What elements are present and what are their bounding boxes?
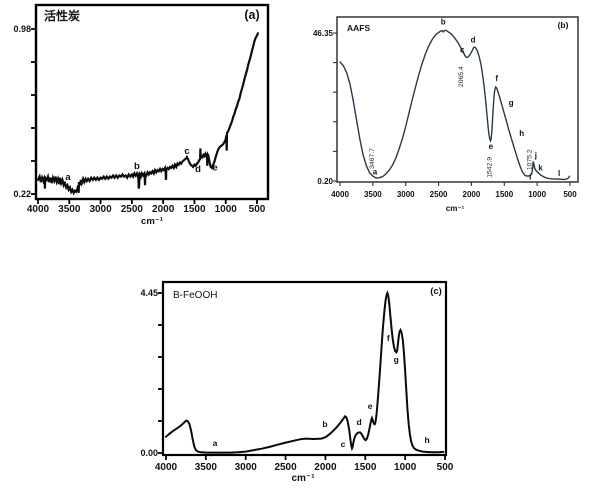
chart-a-peak-label-e: e: [212, 163, 217, 174]
chart-b-x-tick-label: 2500: [430, 190, 448, 199]
chart-b-peak-label-a: a: [373, 167, 378, 176]
chart-b-annotation: 1542.9: [486, 157, 493, 178]
chart-b-annotation: 1075.2: [527, 149, 534, 170]
chart-b-x-tick-label: 3500: [364, 190, 382, 199]
chart-c-peak-label-c: c: [341, 439, 346, 449]
chart-c-panel-label: (c): [430, 286, 442, 297]
chart-b-peak-label-e: e: [489, 142, 494, 151]
chart-a-title: 活性炭: [44, 8, 80, 23]
chart-b-peak-label-l: l: [558, 169, 560, 178]
chart-b-x-tick-label: 3000: [397, 190, 415, 199]
chart-b-peak-label-j: j: [534, 151, 537, 160]
chart-b-x-tick-label: 4000: [331, 190, 349, 199]
chart-c-peak-label-e: e: [368, 401, 373, 411]
chart-c-title: B-FeOOH: [173, 290, 217, 301]
chart-c-x-tick-label: 1000: [394, 462, 417, 473]
chart-c-x-tick-label: 2500: [274, 462, 297, 473]
chart-a-x-tick-label: 2500: [121, 204, 144, 215]
chart-c-x-tick-label: 3000: [235, 462, 258, 473]
chart-b: 4000 3500 3000 2500 2000 1500 1000 500 46.35 0.20…: [313, 16, 579, 213]
chart-b-x-axis-label: cm⁻¹: [446, 204, 465, 213]
chart-b-y-min-label: 0.20: [317, 177, 333, 186]
chart-a-spectrum-curve: [36, 32, 259, 196]
chart-c-spectrum-curve: [165, 290, 445, 454]
chart-a-x-tick-label: 1000: [215, 204, 238, 215]
chart-b-frame: [336, 16, 579, 183]
chart-b-peak-label-i: i: [529, 173, 531, 182]
chart-a-peak-label-d: d: [195, 164, 201, 175]
chart-b-y-max-label: 46.35: [313, 29, 334, 38]
chart-b-x-tick-label: 2000: [463, 190, 481, 199]
chart-b-annotation: 3467.7: [369, 148, 376, 169]
chart-b-peak-label-c: c: [460, 45, 465, 54]
chart-b-x-tick-label: 1000: [528, 190, 546, 199]
chart-a-peak-label-a: a: [65, 172, 71, 183]
chart-a: 4000 3500 3000 2500 2000 1500 1000 500 0.98 0.22 a…: [13, 3, 270, 227]
chart-c-y-min-label: 0.00: [140, 448, 158, 458]
chart-a-frame: [34, 3, 270, 201]
chart-b-peak-label-g: g: [509, 98, 514, 107]
chart-c-peak-label-f: f: [387, 333, 390, 343]
chart-b-peak-label-h: h: [519, 129, 524, 138]
chart-c-x-tick-label: 3500: [195, 462, 218, 473]
chart-c-peak-label-h: h: [424, 435, 429, 445]
chart-b-panel-label: (b): [558, 20, 569, 30]
chart-a-x-tick-label: 1500: [183, 204, 206, 215]
chart-a-peak-label-c: c: [184, 146, 189, 157]
chart-c-x-tick-label: 1500: [354, 462, 377, 473]
chart-c-x-axis-label: cm⁻¹: [291, 473, 315, 484]
chart-a-peak-label-b: b: [134, 161, 140, 172]
chart-c-peak-label-a: a: [213, 438, 218, 448]
chart-c-x-tick-label: 500: [437, 462, 454, 473]
chart-a-x-axis-label: cm⁻¹: [141, 216, 163, 227]
chart-b-x-tick-label: 1500: [495, 190, 513, 199]
chart-c-y-max-label: 4.45: [140, 288, 158, 298]
chart-b-peak-label-f: f: [495, 74, 498, 83]
chart-a-x-tick-label: 500: [249, 204, 266, 215]
chart-a-y-max-label: 0.98: [13, 24, 31, 34]
chart-c-peak-label-b: b: [322, 419, 327, 429]
chart-b-spectrum-curve: [339, 29, 571, 181]
chart-a-y-min-label: 0.22: [13, 189, 31, 199]
chart-a-x-tick-label: 3500: [58, 204, 81, 215]
chart-c-peak-label-d: d: [356, 417, 361, 427]
chart-a-x-tick-label: 3000: [89, 204, 112, 215]
chart-b-peak-label-d: d: [471, 35, 476, 44]
chart-b-x-tick-label: 500: [563, 190, 577, 199]
chart-a-x-tick-label: 4000: [27, 204, 50, 215]
chart-b-peak-label-k: k: [538, 163, 543, 172]
chart-b-peak-label-b: b: [441, 18, 446, 27]
chart-b-annotation: 2065.4: [458, 66, 465, 87]
chart-c: 4000 3500 3000 2500 2000 1500 1000 500 4.45 0.00 a…: [140, 280, 454, 484]
chart-a-x-tick-label: 2000: [152, 204, 175, 215]
chart-a-panel-label: (a): [244, 8, 259, 22]
chart-c-x-tick-label: 2000: [314, 462, 337, 473]
chart-c-frame: [161, 280, 448, 457]
chart-c-x-tick-label: 4000: [155, 462, 178, 473]
chart-b-title: AAFS: [347, 23, 370, 33]
chart-c-peak-label-g: g: [394, 354, 399, 364]
